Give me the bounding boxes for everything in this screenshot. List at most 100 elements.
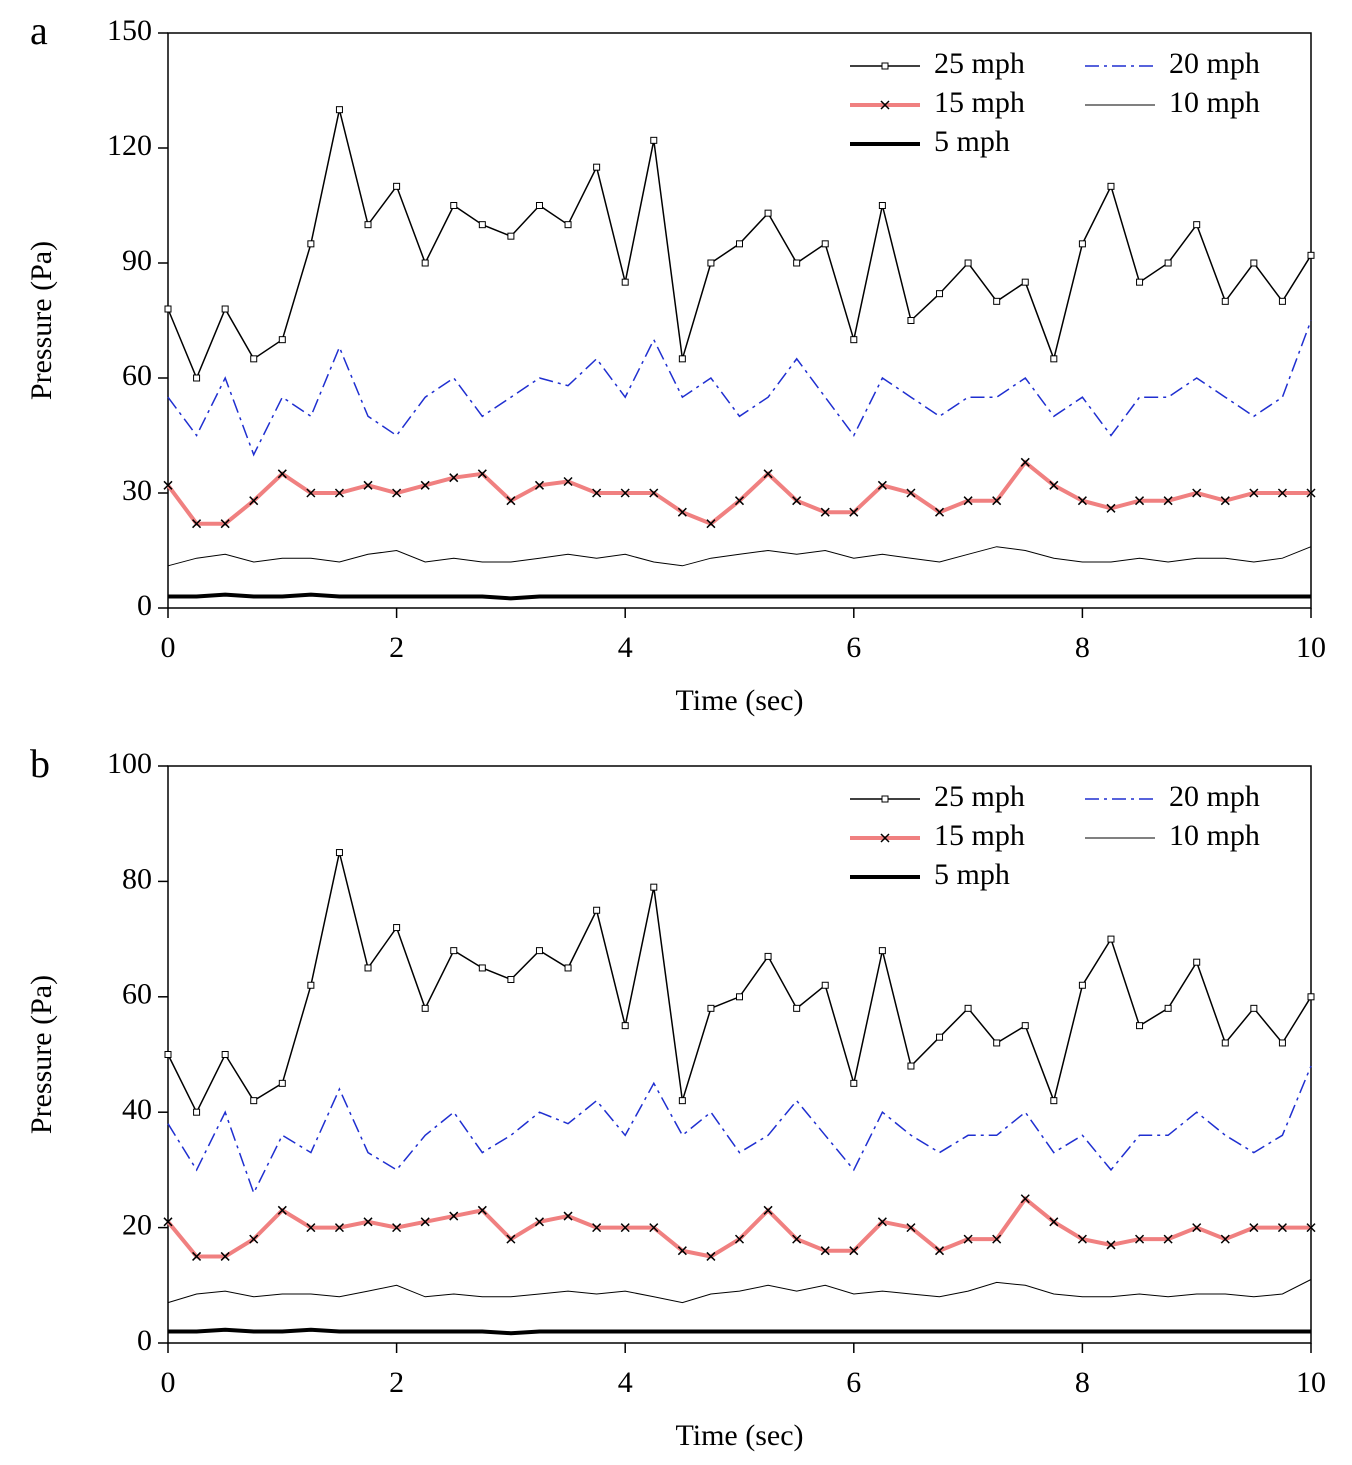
x-tick-label: 6 bbox=[846, 631, 861, 664]
marker-x bbox=[163, 1217, 173, 1227]
marker-square bbox=[364, 221, 372, 229]
marker-x bbox=[1049, 480, 1059, 490]
marker-x bbox=[820, 507, 830, 517]
marker-x bbox=[820, 1246, 830, 1256]
marker-square bbox=[1193, 958, 1201, 966]
marker-x bbox=[420, 480, 430, 490]
marker-x bbox=[877, 1217, 887, 1227]
marker-square bbox=[964, 1004, 972, 1012]
marker-x bbox=[1049, 1217, 1059, 1227]
marker-x bbox=[277, 469, 287, 479]
x-tick-label: 4 bbox=[618, 631, 633, 664]
marker-square bbox=[164, 305, 172, 313]
marker-x bbox=[1277, 1223, 1287, 1233]
legend-label: 20 mph bbox=[1169, 780, 1260, 813]
marker-square bbox=[164, 1051, 172, 1058]
marker-square bbox=[307, 240, 315, 248]
marker-x bbox=[1306, 1223, 1316, 1233]
marker-square bbox=[764, 952, 772, 960]
marker-square bbox=[478, 964, 486, 972]
x-tick-label: 10 bbox=[1296, 1366, 1326, 1399]
marker-square bbox=[1050, 1097, 1058, 1105]
marker-x bbox=[763, 469, 773, 479]
marker-x bbox=[849, 1246, 859, 1256]
marker-square bbox=[821, 240, 829, 248]
marker-x bbox=[534, 1217, 545, 1227]
legend-marker bbox=[881, 62, 889, 70]
x-tick-label: 2 bbox=[389, 1366, 404, 1399]
x-tick-label: 2 bbox=[389, 631, 404, 664]
x-tick-label: 8 bbox=[1075, 631, 1090, 664]
marker-x bbox=[763, 1205, 773, 1215]
x-tick-label: 8 bbox=[1075, 1366, 1090, 1399]
legend-label: 20 mph bbox=[1169, 47, 1260, 80]
marker-square bbox=[507, 232, 515, 240]
marker-x bbox=[192, 1251, 202, 1261]
marker-square bbox=[1136, 278, 1144, 286]
y-tick-label: 0 bbox=[137, 1324, 152, 1357]
marker-square bbox=[964, 259, 972, 267]
marker-x bbox=[220, 519, 230, 529]
marker-square bbox=[1107, 935, 1115, 943]
y-tick-label: 30 bbox=[122, 474, 152, 507]
marker-square bbox=[393, 924, 401, 932]
marker-x bbox=[906, 488, 916, 498]
legend-label: 25 mph bbox=[934, 780, 1025, 813]
marker-square bbox=[221, 305, 229, 313]
marker-x bbox=[620, 488, 630, 498]
series-line bbox=[168, 592, 1311, 601]
marker-x bbox=[1020, 457, 1030, 467]
marker-x bbox=[249, 1234, 259, 1244]
marker-x bbox=[477, 1205, 487, 1215]
marker-square bbox=[335, 849, 343, 857]
legend-label: 5 mph bbox=[934, 125, 1010, 158]
marker-square bbox=[278, 1079, 286, 1087]
marker-square bbox=[678, 355, 686, 363]
marker-square bbox=[621, 278, 629, 286]
marker-x bbox=[306, 1223, 316, 1233]
series-line bbox=[167, 1065, 1312, 1195]
x-axis-label: Time (sec) bbox=[675, 684, 803, 717]
marker-x bbox=[706, 519, 716, 529]
marker-square bbox=[250, 355, 258, 363]
legend-marker bbox=[880, 833, 890, 843]
marker-x bbox=[706, 1251, 716, 1261]
marker-square bbox=[1221, 297, 1229, 305]
marker-x bbox=[392, 488, 402, 498]
marker-square bbox=[1021, 278, 1029, 286]
marker-square bbox=[250, 1097, 258, 1105]
marker-square bbox=[421, 259, 429, 267]
marker-x bbox=[563, 476, 573, 487]
marker-square bbox=[821, 981, 829, 989]
marker-x bbox=[792, 1234, 802, 1244]
marker-x bbox=[734, 496, 745, 506]
marker-square bbox=[593, 163, 601, 171]
marker-square bbox=[364, 964, 372, 972]
marker-square bbox=[878, 202, 886, 209]
marker-x bbox=[992, 1234, 1002, 1244]
legend-label: 10 mph bbox=[1169, 819, 1260, 852]
marker-square bbox=[335, 106, 343, 114]
marker-square bbox=[907, 1062, 915, 1070]
marker-square bbox=[707, 1004, 715, 1012]
marker-square bbox=[593, 906, 601, 914]
x-tick-label: 10 bbox=[1296, 631, 1326, 664]
marker-square bbox=[764, 209, 772, 217]
marker-square bbox=[421, 1004, 429, 1012]
legend-label: 25 mph bbox=[934, 47, 1025, 80]
x-tick-label: 6 bbox=[846, 1366, 861, 1399]
marker-x bbox=[1277, 488, 1287, 498]
marker-square bbox=[564, 964, 572, 972]
marker-x bbox=[334, 1223, 344, 1233]
marker-x bbox=[249, 496, 259, 506]
y-axis-label: Pressure (Pa) bbox=[25, 975, 58, 1134]
y-tick-label: 40 bbox=[122, 1093, 152, 1126]
marker-x bbox=[906, 1223, 916, 1233]
legend-marker bbox=[881, 795, 889, 803]
marker-x bbox=[1192, 488, 1202, 498]
y-tick-label: 90 bbox=[122, 244, 152, 277]
marker-square bbox=[1307, 993, 1315, 1001]
marker-square bbox=[1164, 259, 1172, 267]
marker-square bbox=[621, 1022, 629, 1030]
